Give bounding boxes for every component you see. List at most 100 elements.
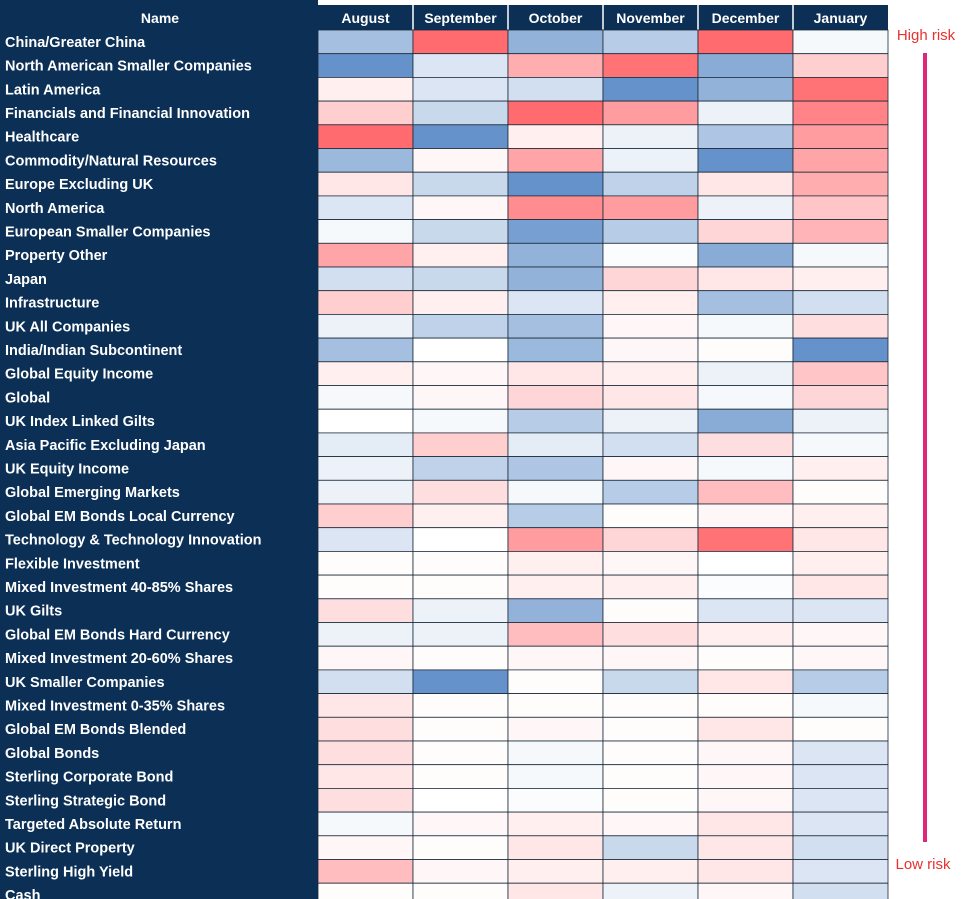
heatmap-cell [507, 716, 604, 742]
category-label: Global [5, 390, 50, 406]
month-header-october: October [529, 10, 583, 26]
heatmap-cell [317, 100, 414, 126]
heatmap-cell [317, 361, 414, 386]
heatmap-cell [602, 171, 699, 197]
heatmap-cell [507, 882, 604, 899]
category-label: Global EM Bonds Local Currency [5, 509, 235, 525]
category-label: Technology & Technology Innovation [5, 533, 261, 549]
heatmap-cell [697, 290, 794, 315]
heatmap-cell [602, 716, 699, 742]
heatmap-cell [792, 77, 889, 102]
heatmap-cell [412, 527, 509, 552]
heatmap-cell [602, 195, 699, 220]
heatmap-cell [317, 622, 414, 647]
heatmap-cell [412, 645, 509, 671]
heatmap-cell [697, 242, 794, 268]
category-label: Commodity/Natural Resources [5, 153, 217, 169]
category-label: UK Direct Property [5, 841, 135, 857]
heatmap-cell [697, 313, 794, 339]
heatmap-cell [602, 456, 699, 481]
heatmap-cell [507, 835, 604, 860]
heatmap-cell [317, 716, 414, 742]
heatmap-cell [412, 432, 509, 457]
heatmap-cell [602, 551, 699, 576]
heatmap-cell [792, 337, 889, 363]
heatmap-cell [507, 385, 604, 410]
heatmap-cells [317, 29, 889, 899]
heatmap-cell [602, 29, 699, 55]
heatmap-cell [602, 859, 699, 884]
heatmap-cell [317, 645, 414, 671]
heatmap-cell [792, 811, 889, 837]
heatmap-cell [697, 385, 794, 410]
heatmap-cell [697, 598, 794, 623]
heatmap-cell [602, 408, 699, 434]
heatmap-cell [317, 432, 414, 457]
heatmap-cell [412, 266, 509, 292]
heatmap-cell [317, 385, 414, 410]
month-header-january: January [814, 10, 868, 26]
heatmap-cell [602, 527, 699, 552]
heatmap-cell [602, 811, 699, 837]
heatmap-cell [697, 408, 794, 434]
heatmap-cell [317, 337, 414, 363]
heatmap-cell [792, 53, 889, 78]
heatmap-cell [412, 859, 509, 884]
heatmap-cell [317, 882, 414, 899]
heatmap-cell [317, 693, 414, 718]
heatmap-cell [792, 764, 889, 789]
heatmap-cell [697, 574, 794, 600]
heatmap-cell [792, 124, 889, 149]
category-label: Infrastructure [5, 296, 99, 312]
heatmap-cell [412, 551, 509, 576]
heatmap-cell [792, 645, 889, 671]
heatmap-cell [412, 693, 509, 718]
heatmap-cell [507, 313, 604, 339]
category-label: Mixed Investment 20-60% Shares [5, 651, 233, 667]
heatmap-cell [317, 242, 414, 268]
heatmap-cell [792, 598, 889, 623]
heatmap-cell [792, 574, 889, 600]
heatmap-cell [317, 456, 414, 481]
month-header-september: September [424, 10, 497, 26]
heatmap-cell [602, 290, 699, 315]
category-label: Targeted Absolute Return [5, 817, 181, 833]
heatmap-cell [792, 527, 889, 552]
heatmap-cell [507, 764, 604, 789]
category-label: North America [5, 201, 105, 217]
heatmap-cell [697, 503, 794, 529]
heatmap-cell [507, 290, 604, 315]
heatmap-cell [792, 385, 889, 410]
heatmap-cell [697, 622, 794, 647]
heatmap-cell [507, 337, 604, 363]
heatmap-cell [317, 859, 414, 884]
heatmap-cell [507, 527, 604, 552]
heatmap-cell [697, 882, 794, 899]
heatmap-cell [792, 669, 889, 695]
heatmap-cell [602, 124, 699, 149]
category-label: UK Gilts [5, 604, 62, 620]
heatmap-cell [697, 669, 794, 695]
heatmap-cell [602, 882, 699, 899]
heatmap-cell [792, 195, 889, 220]
heatmap-cell [507, 100, 604, 126]
heatmap-cell [507, 859, 604, 884]
category-label: Financials and Financial Innovation [5, 106, 250, 122]
category-label: Global EM Bonds Blended [5, 722, 186, 738]
heatmap-cell [317, 290, 414, 315]
heatmap-cell [602, 148, 699, 173]
heatmap-cell [412, 479, 509, 505]
heatmap-cell [697, 479, 794, 505]
heatmap-cell [602, 669, 699, 695]
category-label: Japan [5, 272, 47, 288]
heatmap-cell [507, 77, 604, 102]
heatmap-cell [412, 669, 509, 695]
category-label: Global Emerging Markets [5, 485, 180, 501]
heatmap-cell [697, 835, 794, 860]
heatmap-cell [697, 811, 794, 837]
heatmap-cell [697, 100, 794, 126]
heatmap-cell [412, 195, 509, 220]
heatmap-cell [412, 503, 509, 529]
heatmap-cell [602, 598, 699, 623]
